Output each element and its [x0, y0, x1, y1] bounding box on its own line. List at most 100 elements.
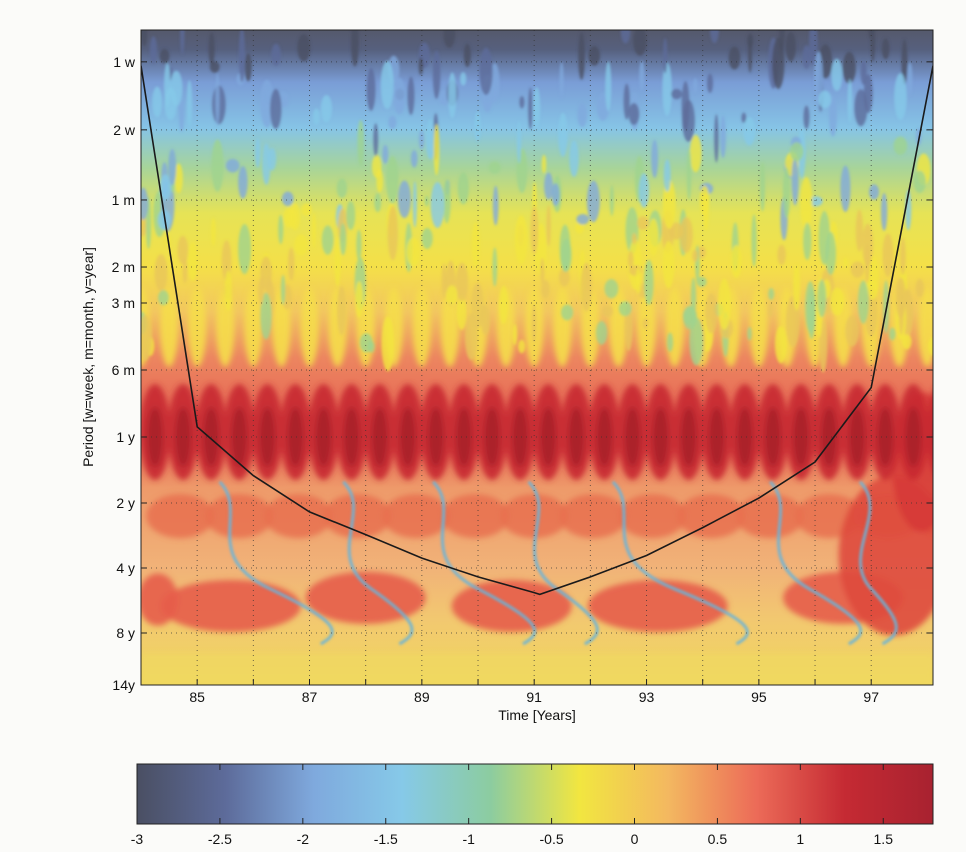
streak	[618, 301, 632, 317]
streak	[857, 280, 869, 324]
streak	[639, 60, 645, 92]
streak	[633, 30, 647, 56]
ridge-line	[342, 480, 414, 646]
streak	[406, 237, 421, 267]
power-patch	[300, 286, 319, 367]
streak	[843, 257, 848, 268]
streak	[159, 48, 170, 64]
streak	[463, 43, 471, 68]
streak	[689, 317, 704, 366]
streak	[281, 191, 294, 207]
streak	[703, 191, 709, 231]
ridge-line	[527, 480, 599, 646]
streak	[638, 173, 650, 208]
streak	[512, 324, 518, 346]
streak	[464, 313, 478, 361]
annual-lobe-core	[764, 407, 781, 467]
streak	[455, 262, 469, 302]
annual-lobe-core	[231, 407, 248, 467]
streak	[182, 256, 188, 284]
streak	[682, 99, 695, 142]
annual-lobe-core	[596, 407, 613, 467]
streak	[825, 231, 836, 276]
cone-of-influence-curve	[141, 65, 933, 596]
streak	[168, 148, 177, 186]
colorbar-tick-label: -2.5	[208, 831, 232, 847]
streak	[443, 30, 456, 48]
power-patch	[736, 494, 805, 539]
power-patch	[146, 494, 215, 539]
streak	[152, 86, 163, 118]
streak	[902, 334, 912, 350]
streak	[840, 165, 851, 212]
power-patch	[440, 286, 459, 367]
ridge-line	[611, 480, 749, 646]
streak	[221, 240, 232, 281]
streak	[518, 339, 526, 354]
annual-lobe-core	[455, 407, 472, 467]
streak	[366, 67, 376, 111]
streak	[865, 243, 870, 283]
streak	[528, 87, 533, 130]
streak	[845, 315, 859, 347]
ridge-line	[769, 480, 863, 646]
annual-lobe-core	[821, 407, 838, 467]
streak	[373, 123, 379, 157]
colorbar-tick-label: 0.5	[708, 831, 728, 847]
annual-lobe-core	[652, 407, 669, 467]
streak	[430, 181, 445, 229]
streak	[492, 185, 499, 226]
streak	[238, 165, 248, 199]
streak	[289, 203, 301, 231]
streak	[882, 233, 894, 277]
ridge-line	[858, 480, 898, 646]
streak	[666, 332, 674, 352]
streak	[683, 305, 697, 330]
streak	[642, 318, 649, 330]
streak	[457, 172, 469, 205]
power-patch	[188, 286, 207, 367]
y-tick-label: 2 m	[112, 259, 135, 275]
streak	[805, 281, 816, 333]
streak	[696, 276, 707, 288]
streak	[238, 30, 246, 82]
streak	[541, 280, 550, 299]
streak	[777, 244, 786, 265]
streak	[141, 216, 147, 237]
streak	[785, 31, 796, 62]
streak	[397, 180, 411, 219]
annual-lobe-core	[849, 407, 866, 467]
streak	[692, 249, 699, 262]
y-tick-label: 1 w	[113, 54, 136, 70]
y-tick-label: 1 y	[116, 429, 135, 445]
streak	[880, 192, 888, 231]
streak	[180, 30, 185, 55]
streak	[300, 203, 312, 216]
streak	[158, 290, 169, 306]
streak	[768, 301, 773, 317]
streak	[149, 36, 158, 64]
streak	[224, 270, 232, 312]
y-tick-label: 2 y	[116, 495, 135, 511]
annual-lobe-core	[905, 407, 922, 467]
streak	[541, 154, 547, 174]
streak	[928, 337, 933, 356]
power-patch	[264, 494, 333, 539]
high-frequency-streaks	[141, 30, 933, 646]
streak	[488, 161, 501, 174]
streak	[604, 279, 619, 299]
streak	[802, 45, 811, 69]
streak	[609, 185, 614, 216]
streak	[889, 327, 896, 341]
streak	[894, 73, 907, 121]
streak	[359, 333, 373, 353]
streak	[514, 215, 528, 264]
streak	[595, 320, 608, 345]
streak	[669, 222, 684, 240]
x-tick-label: 97	[863, 689, 879, 705]
streak	[743, 117, 756, 146]
x-tick-label: 85	[189, 689, 205, 705]
power-patch	[160, 580, 301, 633]
streak	[663, 159, 671, 192]
streak	[381, 316, 395, 372]
